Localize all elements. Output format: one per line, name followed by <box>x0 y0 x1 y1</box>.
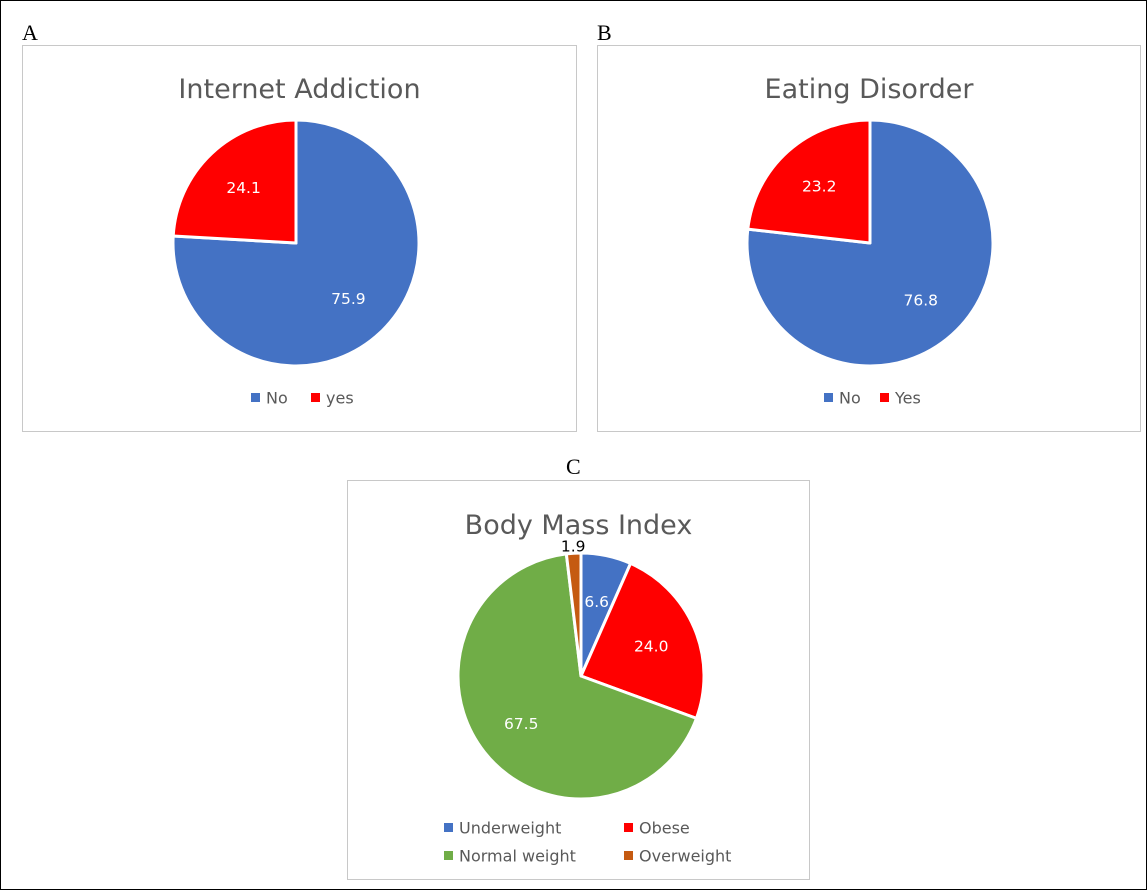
chart-internet-addiction: Internet Addiction 75.9 24.1 No yes <box>22 45 577 432</box>
legend-label-yes: yes <box>326 389 354 408</box>
chart-body-mass-index: Body Mass Index 6.6 24.0 67.5 1.9 Underweight… <box>347 480 810 880</box>
legend-label-no: No <box>266 389 288 408</box>
data-label-overweight: 1.9 <box>561 537 586 555</box>
pie-slice-yes <box>746 118 872 245</box>
legend-label-yes: Yes <box>894 389 921 408</box>
data-label-no: 76.8 <box>904 291 939 309</box>
legend-swatch-underweight <box>444 823 453 832</box>
legend-label-overweight: Overweight <box>639 847 731 866</box>
panel-letter-c: C <box>566 454 581 479</box>
legend-swatch-obese <box>624 823 633 832</box>
legend-swatch-no <box>251 393 260 402</box>
pie-chart-svg: Internet Addiction 75.9 24.1 No yes <box>171 74 421 408</box>
chart-title: Eating Disorder <box>765 74 975 105</box>
panel-letter-a: A <box>22 20 38 45</box>
legend-label-no: No <box>839 389 861 408</box>
legend-swatch-overweight <box>624 851 633 860</box>
pie-slice-yes <box>171 118 298 245</box>
legend-swatch-yes <box>311 393 320 402</box>
data-label-underweight: 6.6 <box>584 593 609 611</box>
legend-label-obese: Obese <box>639 819 690 838</box>
data-label-normal-weight: 67.5 <box>504 715 539 733</box>
pie-slice-normal-weight <box>456 552 698 801</box>
pie-slice-obese <box>579 561 706 720</box>
pie-slice-overweight <box>564 551 583 678</box>
pie-chart-svg: Body Mass Index 6.6 24.0 67.5 1.9 Underweight… <box>444 510 731 866</box>
data-label-yes: 24.1 <box>226 179 261 197</box>
chart-eating-disorder: Eating Disorder 76.8 23.2 No Yes <box>597 45 1141 432</box>
legend-swatch-no <box>824 393 833 402</box>
data-label-yes: 23.2 <box>802 178 837 196</box>
pie-chart-svg: Eating Disorder 76.8 23.2 No Yes <box>745 74 995 408</box>
legend-swatch-yes <box>880 393 889 402</box>
legend-label-normal-weight: Normal weight <box>459 847 576 866</box>
legend-label-underweight: Underweight <box>459 819 561 838</box>
chart-title: Body Mass Index <box>465 510 693 541</box>
data-label-no: 75.9 <box>331 290 366 308</box>
panel-letter-b: B <box>597 20 612 45</box>
data-label-obese: 24.0 <box>634 638 669 656</box>
legend-swatch-normal-weight <box>444 851 453 860</box>
chart-title: Internet Addiction <box>178 74 420 105</box>
